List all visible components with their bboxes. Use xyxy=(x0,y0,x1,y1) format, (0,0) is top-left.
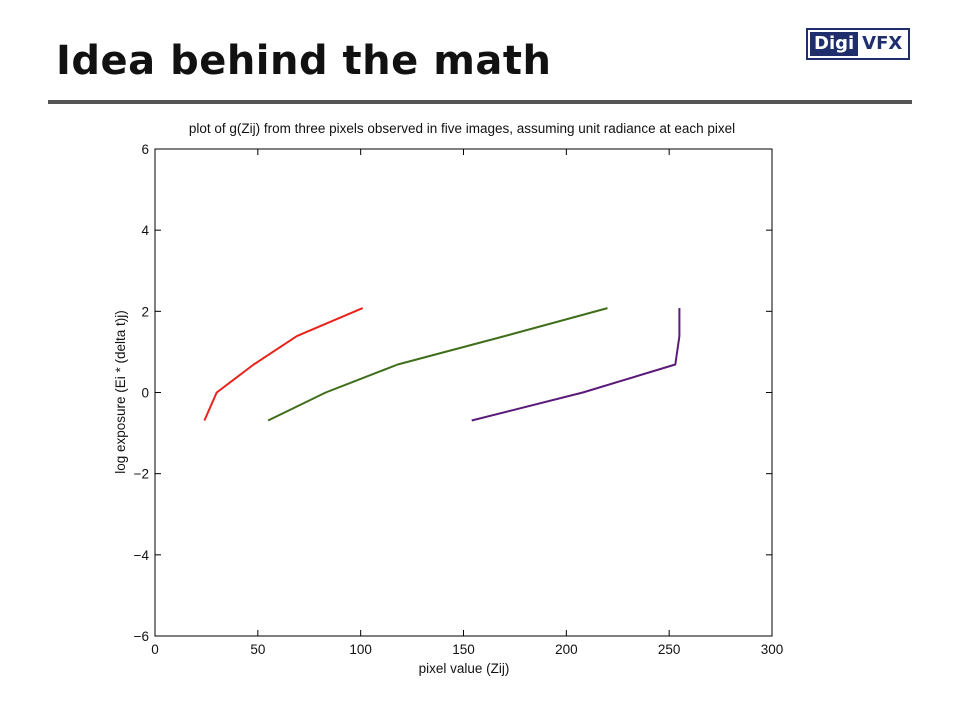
x-tick-label: 0 xyxy=(151,642,159,657)
series-layer xyxy=(203,307,681,422)
y-tick-label: 2 xyxy=(141,304,149,319)
title-divider xyxy=(48,100,912,104)
chart-title: plot of g(Zij) from three pixels observe… xyxy=(189,121,735,136)
logo-text: VFX xyxy=(862,33,903,54)
x-tick-label: 150 xyxy=(452,642,475,657)
x-tick-label: 300 xyxy=(761,642,784,657)
y-tick-label: −2 xyxy=(134,467,149,482)
x-axis-ticks: 0 50 100 150 200 250 300 xyxy=(151,149,783,657)
plot-frame xyxy=(154,148,773,637)
y-tick-label: −4 xyxy=(134,548,150,563)
y-axis-ticks: −6 −4 −2 0 2 4 6 xyxy=(134,142,772,644)
series-line-2 xyxy=(267,307,608,422)
x-tick-label: 100 xyxy=(349,642,372,657)
logo-box-text: Digi xyxy=(810,32,859,56)
x-tick-label: 50 xyxy=(250,642,265,657)
x-axis-label: pixel value (Zij) xyxy=(419,661,510,676)
series-line-1 xyxy=(203,307,364,421)
series-line-3 xyxy=(471,308,681,422)
y-tick-label: −6 xyxy=(134,629,149,644)
x-tick-label: 200 xyxy=(555,642,578,657)
slide-title: Idea behind the math xyxy=(56,38,552,84)
y-tick-label: 4 xyxy=(141,223,149,238)
y-tick-label: 0 xyxy=(141,386,149,401)
g-curve-chart: plot of g(Zij) from three pixels observe… xyxy=(113,121,783,676)
y-axis-label: log exposure (Ei * (delta t)j) xyxy=(113,310,128,474)
y-tick-label: 6 xyxy=(141,142,149,157)
digivfx-logo: Digi VFX xyxy=(806,28,910,60)
x-tick-label: 250 xyxy=(658,642,681,657)
